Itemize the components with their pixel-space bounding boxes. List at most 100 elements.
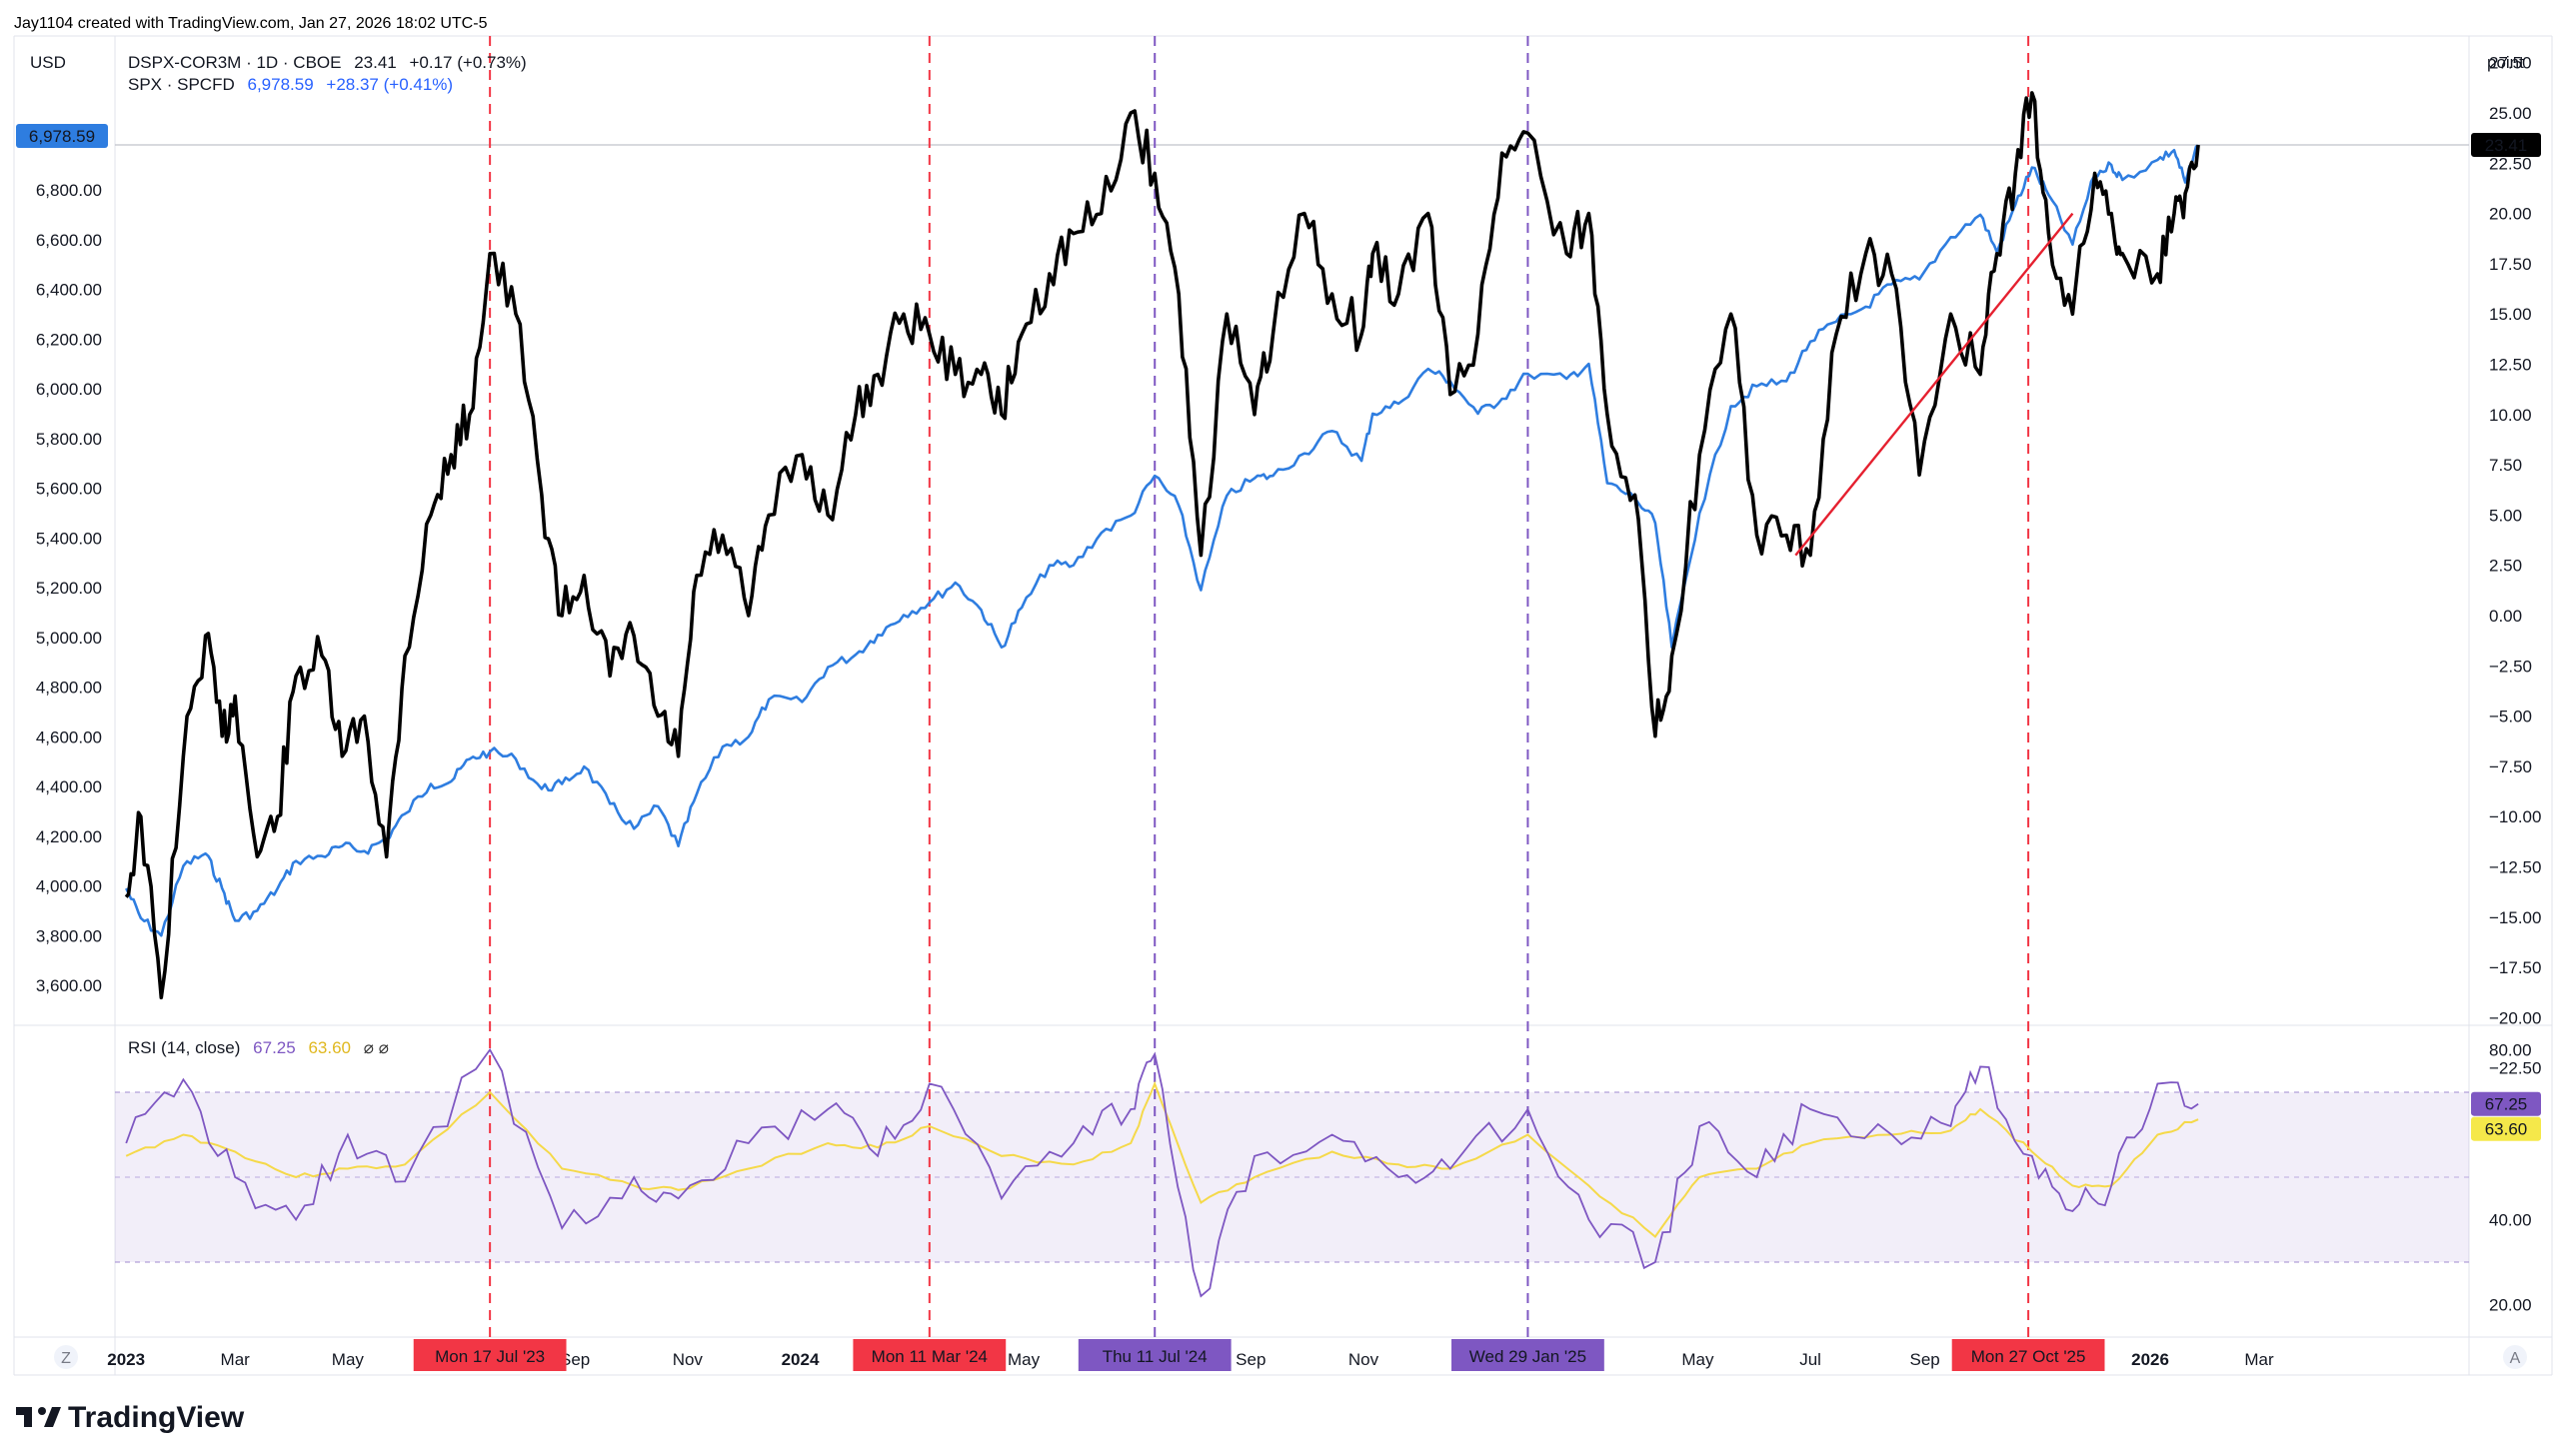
spx-line bbox=[125, 144, 2199, 937]
legend-series1[interactable]: DSPX-COR3M · 1D · CBOE 23.41 +0.17 (+0.7… bbox=[128, 53, 527, 72]
time-tick-label: Sep bbox=[1236, 1350, 1266, 1369]
time-tick-label: Sep bbox=[1910, 1350, 1940, 1369]
left-tick-label: 6,200.00 bbox=[36, 330, 102, 349]
left-tick-label: 4,600.00 bbox=[36, 728, 102, 746]
rsi-ma-line bbox=[125, 1080, 2199, 1238]
dspx-badge-bg bbox=[2471, 132, 2541, 157]
brand-text: TradingView bbox=[68, 1401, 245, 1434]
right-tick-label: −20.00 bbox=[2489, 1008, 2541, 1027]
right-tick-label: −5.00 bbox=[2489, 708, 2532, 727]
right-btn-label: A bbox=[2510, 1350, 2521, 1367]
rsi-tick-label: 20.00 bbox=[2489, 1296, 2532, 1315]
time-axis: 2023 Mar May Sep Nov 2024 May Sep Nov May Jul Sep 20… bbox=[107, 1350, 2274, 1369]
left-tick-label: 4,800.00 bbox=[36, 679, 102, 698]
event-marker-label: Thu 11 Jul '24 bbox=[1103, 1347, 1208, 1366]
spx-last-badge: 6,978.59 bbox=[16, 124, 108, 148]
right-tick-label: −12.50 bbox=[2489, 858, 2541, 877]
right-tick-label: −15.00 bbox=[2489, 908, 2541, 927]
left-tick-label: 4,000.00 bbox=[36, 877, 102, 896]
time-tick-label: May bbox=[332, 1350, 365, 1369]
right-tick-label: 12.50 bbox=[2489, 356, 2532, 375]
event-marker-label: Wed 29 Jan '25 bbox=[1469, 1347, 1586, 1366]
trendline-group bbox=[1794, 212, 2074, 557]
time-tick-label: May bbox=[1681, 1350, 1714, 1369]
right-tick-label: 2.50 bbox=[2489, 557, 2522, 576]
event-markers bbox=[489, 36, 2030, 1337]
left-tick-label: 3,600.00 bbox=[36, 976, 102, 995]
right-tick-label: −22.50 bbox=[2489, 1059, 2541, 1078]
rsi-badge-text: 67.25 bbox=[2485, 1095, 2528, 1114]
legend-dspx-name: DSPX-COR3M · 1D · CBOE bbox=[128, 53, 341, 72]
rsi-tick-label: 80.00 bbox=[2489, 1041, 2532, 1060]
tradingview-logo-icon bbox=[16, 1407, 61, 1427]
legend-rsi-value: 67.25 bbox=[253, 1038, 296, 1057]
right-tick-label: 15.00 bbox=[2489, 305, 2532, 324]
right-tick-label: 17.50 bbox=[2489, 255, 2532, 274]
spx-badge-bg bbox=[16, 124, 108, 148]
right-btn-bg bbox=[2503, 1345, 2527, 1369]
right-tick-label: 0.00 bbox=[2489, 607, 2522, 626]
event-marker-badge bbox=[853, 1339, 1007, 1371]
brand-logo: TradingView bbox=[16, 1401, 245, 1434]
left-tick-label: 5,200.00 bbox=[36, 579, 102, 598]
right-tick-label: 10.00 bbox=[2489, 406, 2532, 425]
left-tick-label: 3,800.00 bbox=[36, 926, 102, 945]
time-tick-label: 2026 bbox=[2131, 1350, 2169, 1369]
time-tick-label: Mar bbox=[2244, 1350, 2274, 1369]
time-tick-label: Mar bbox=[221, 1350, 251, 1369]
legend-rsi[interactable]: RSI (14, close) 67.25 63.60 ⌀ ⌀ bbox=[128, 1038, 389, 1057]
rsi-ma-badge-text: 63.60 bbox=[2485, 1120, 2528, 1139]
legend-rsi-label: RSI (14, close) bbox=[128, 1038, 240, 1057]
left-tick-label: 5,600.00 bbox=[36, 480, 102, 499]
left-tick-label: 6,800.00 bbox=[36, 181, 102, 200]
right-tick-label: −2.50 bbox=[2489, 657, 2532, 676]
time-tick-label: Sep bbox=[560, 1350, 590, 1369]
right-tick-label: 22.50 bbox=[2489, 154, 2532, 173]
rsi-series bbox=[125, 1047, 2199, 1298]
left-tick-label: 6,400.00 bbox=[36, 281, 102, 300]
right-price-axis: 27.50 25.00 22.50 20.00 17.50 15.00 12.50 10.00… bbox=[2489, 54, 2541, 1078]
svg-text:RSI (14, close) 67.25: RSI (14, close) 67.25 63.60 ⌀ ⌀ bbox=[128, 1038, 389, 1057]
time-tick-label: Jul bbox=[1799, 1350, 1821, 1369]
legend-rsi-icons: ⌀ ⌀ bbox=[364, 1038, 389, 1057]
right-tick-label: −17.50 bbox=[2489, 958, 2541, 977]
rsi-ma-badge-bg bbox=[2471, 1116, 2541, 1141]
right-tick-label: −10.00 bbox=[2489, 807, 2541, 826]
legend-dspx-value: 23.41 bbox=[354, 53, 397, 72]
legend-spx-change: +28.37 (+0.41%) bbox=[326, 75, 453, 94]
time-tick-label: Nov bbox=[673, 1350, 704, 1369]
time-tick-label: 2024 bbox=[782, 1350, 820, 1369]
left-tick-label: 5,400.00 bbox=[36, 529, 102, 548]
rsi-line bbox=[125, 1047, 2199, 1298]
left-tick-label: 4,400.00 bbox=[36, 777, 102, 796]
dspx-line bbox=[124, 91, 2200, 1000]
event-marker-badge bbox=[1451, 1339, 1604, 1371]
dspx-last-badge: 23.41 bbox=[2471, 132, 2541, 157]
left-tick-label: 6,600.00 bbox=[36, 231, 102, 250]
legend-spx-value: 6,978.59 bbox=[247, 75, 313, 94]
auto-scale-right-button[interactable]: A bbox=[2503, 1345, 2527, 1369]
spx-series bbox=[125, 144, 2199, 937]
event-marker-badge bbox=[1951, 1339, 2105, 1371]
right-tick-label: 5.00 bbox=[2489, 506, 2522, 525]
svg-text:SPX · SPCFD 6,978.59: SPX · SPCFD 6,978.59 +28.37 (+0.41%) bbox=[128, 75, 453, 94]
rsi-badge-bg bbox=[2471, 1091, 2541, 1116]
right-tick-label: 27.50 bbox=[2489, 54, 2532, 73]
left-tick-label: 6,000.00 bbox=[36, 380, 102, 399]
legend-series2[interactable]: SPX · SPCFD 6,978.59 +28.37 (+0.41%) bbox=[128, 75, 453, 94]
left-tick-label: 4,200.00 bbox=[36, 827, 102, 846]
legend-dspx-change: +0.17 (+0.73%) bbox=[410, 53, 527, 72]
left-tick-label: 5,800.00 bbox=[36, 430, 102, 449]
right-tick-label: 7.50 bbox=[2489, 456, 2522, 475]
rsi-axis: 80.00 40.00 20.00 bbox=[2489, 1041, 2532, 1315]
event-marker-label: Mon 27 Oct '25 bbox=[1971, 1347, 2086, 1366]
time-tick-label: May bbox=[1008, 1350, 1041, 1369]
auto-scale-left-button[interactable]: Z bbox=[54, 1345, 78, 1369]
time-tick-label: Nov bbox=[1348, 1350, 1379, 1369]
right-tick-label: 20.00 bbox=[2489, 205, 2532, 224]
event-marker-label: Mon 17 Jul '23 bbox=[435, 1347, 545, 1366]
currency-label: USD bbox=[30, 53, 66, 72]
spx-badge-text: 6,978.59 bbox=[29, 127, 95, 146]
